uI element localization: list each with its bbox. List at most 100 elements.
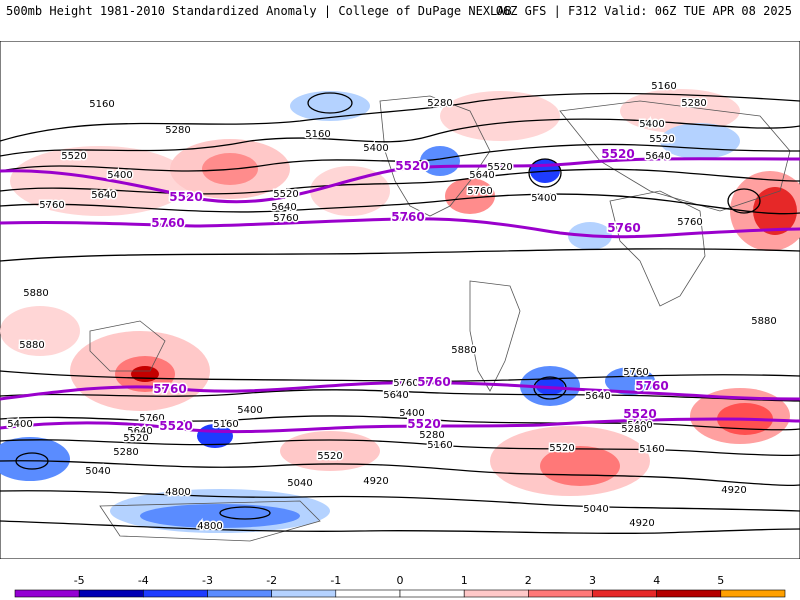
contour-label: 5400 — [363, 143, 388, 154]
highlight-contour-label: 5760 — [607, 221, 640, 235]
contour-line — [0, 193, 800, 215]
contour-label: 5640 — [383, 390, 408, 401]
colorbar-block — [335, 589, 401, 598]
anomaly-negative-region — [536, 377, 564, 395]
contour-line — [0, 490, 800, 512]
contour-closed-low — [307, 92, 353, 114]
highlight-contour-5760-south — [0, 381, 800, 401]
contour-label: 5400 — [237, 405, 262, 416]
highlight-contour-5520-north — [0, 157, 800, 204]
contour-label: 5640 — [91, 190, 116, 201]
anomaly-positive-region — [753, 187, 797, 235]
highlight-contour-label: 5520 — [623, 407, 656, 421]
contour-label: 5160 — [89, 99, 114, 110]
contour-label: 5160 — [651, 81, 676, 92]
anomaly-positive-region — [280, 431, 380, 471]
highlight-contour-label: 5520 — [395, 159, 428, 173]
eurasia-coastline — [559, 100, 791, 212]
contour-line — [0, 248, 800, 262]
colorbar-block — [78, 589, 144, 598]
anomaly-positive-region — [131, 366, 159, 382]
contour-label: 5160 — [213, 419, 238, 430]
contour-label: 5400 — [627, 420, 652, 431]
contour-label: 5880 — [19, 340, 44, 351]
contour-label: 5160 — [305, 129, 330, 140]
contour-label: 5400 — [531, 193, 556, 204]
anomaly-positive-region — [0, 306, 80, 356]
contour-label: 4920 — [363, 476, 388, 487]
colorbar-block — [527, 589, 593, 598]
contour-label: 5160 — [639, 444, 664, 455]
contour-line — [0, 389, 800, 402]
colorbar-block — [656, 589, 722, 598]
colorbar-tick-label: -5 — [74, 574, 85, 587]
colorbar-tick-label: -4 — [138, 574, 149, 587]
anomaly-positive-region — [310, 166, 390, 216]
colorbar-tick-label: -2 — [266, 574, 277, 587]
highlight-contour-5760-north — [0, 217, 800, 239]
contour-label: 5400 — [107, 170, 132, 181]
contour-label: 5400 — [7, 419, 32, 430]
contour-label: 5640 — [127, 426, 152, 437]
anomaly-positive-region — [445, 178, 495, 214]
highlight-contour-label: 5760 — [635, 379, 668, 393]
colorbar-tick-label: 3 — [589, 574, 596, 587]
colorbar-block — [720, 589, 786, 598]
highlight-contour-label: 5520 — [159, 419, 192, 433]
contour-label: 5520 — [487, 162, 512, 173]
colorbar-tick-label: 0 — [397, 574, 404, 587]
colorbar-tick-labels: -5 -4 -3 -2 -1 0 1 2 3 4 5 — [74, 574, 725, 587]
contour-label: 5160 — [427, 440, 452, 451]
contour-closed-low — [15, 452, 49, 470]
anomaly-negative-region — [140, 504, 300, 528]
contour-line — [0, 143, 800, 172]
anomaly-positive-region — [440, 91, 560, 141]
highlight-contours — [0, 157, 800, 434]
highlight-contour-5520-south — [0, 417, 800, 434]
colorbar-tick-label: -3 — [202, 574, 213, 587]
contour-label: 5280 — [621, 424, 646, 435]
contour-closed-high — [727, 188, 761, 214]
contour-label: 5760 — [467, 186, 492, 197]
contour-line — [0, 520, 800, 535]
colorbar-tick-label: 2 — [525, 574, 532, 587]
contour-label: 5760 — [677, 217, 702, 228]
colorbar-tick-label: 1 — [461, 574, 468, 587]
contour-label: 5640 — [271, 202, 296, 213]
contour-label: 5760 — [139, 413, 164, 424]
australia-coastline — [89, 320, 166, 372]
contour-label: 5520 — [549, 443, 574, 454]
contour-label: 4920 — [629, 518, 654, 529]
contour-line — [0, 118, 800, 157]
contour-label: 5280 — [113, 447, 138, 458]
highlight-contour-labels: 5520 5520 5760 5760 5520 5760 5760 5520 5760 5520… — [150, 146, 670, 435]
contour-line — [0, 415, 800, 431]
contour-label: 4920 — [721, 485, 746, 496]
contour-label: 5760 — [39, 200, 64, 211]
highlight-contour-label: 5520 — [169, 190, 202, 204]
highlight-contour-label: 5760 — [417, 375, 450, 389]
anomaly-negative-region — [290, 91, 370, 121]
contour-label: 5520 — [649, 134, 674, 145]
contour-label: 5640 — [585, 391, 610, 402]
contour-line — [0, 439, 800, 457]
highlight-contour-label: 5520 — [601, 147, 634, 161]
anomaly-shading — [0, 89, 800, 533]
colorbar-block — [143, 589, 208, 598]
header-right-valid-time: 06Z GFS | F312 Valid: 06Z TUE APR 08 202… — [495, 4, 792, 18]
contour-label: 5280 — [427, 98, 452, 109]
south-america-coastline — [469, 280, 521, 392]
highlight-contour-label: 5520 — [407, 417, 440, 431]
contour-label: 5760 — [273, 213, 298, 224]
contour-line — [0, 370, 800, 382]
highlight-contour-label: 5760 — [151, 216, 184, 230]
colorbar-block — [271, 589, 337, 598]
anomaly-positive-region — [620, 89, 740, 133]
contour-closed-low — [219, 506, 271, 520]
contour-line — [0, 92, 800, 142]
contour-label: 5280 — [165, 125, 190, 136]
colorbar-tick-label: 4 — [653, 574, 660, 587]
contour-label: 5280 — [681, 98, 706, 109]
contour-label: 5400 — [639, 119, 664, 130]
